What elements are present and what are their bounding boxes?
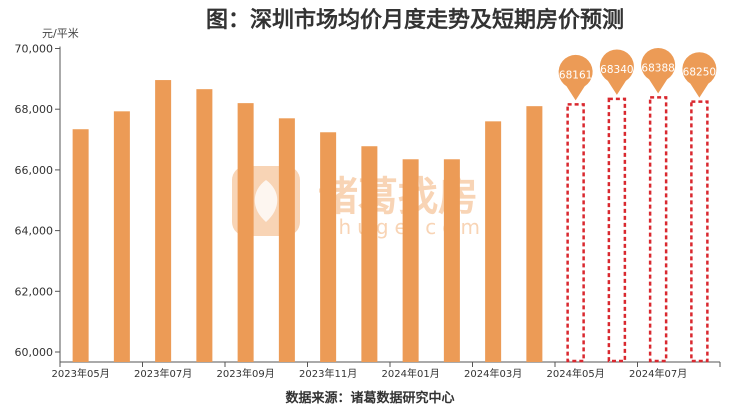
x-tick-label: 2024年03月 [464,367,522,380]
forecast-label-pin [558,54,593,101]
bar [320,132,337,362]
bar [526,106,543,362]
forecast-label-pin [599,49,634,95]
y-tick-label: 62,000 [15,285,54,298]
y-axis-unit: 元/平米 [42,27,79,40]
forecast-label-pin [641,48,676,94]
bar [485,121,502,362]
y-tick-label: 60,000 [15,346,54,359]
bar [196,89,213,362]
x-tick-label: 2024年07月 [629,367,687,380]
forecast-data-label: 68340 [600,64,633,76]
bar [361,146,378,362]
forecast-data-label: 68250 [683,67,716,79]
data-source: 数据来源：诸葛数据研究中心 [285,391,455,406]
forecast-bar [566,103,585,363]
bar [402,159,419,362]
x-tick-label: 2023年09月 [217,367,275,380]
forecast-data-label: 68161 [559,69,592,81]
forecast-bar [607,97,627,363]
forecast-bar [690,100,709,363]
y-tick-label: 68,000 [15,103,54,116]
bar [72,129,89,362]
x-tick-label: 2024年05月 [547,367,605,380]
forecast-bar [648,96,668,363]
x-tick-label: 2023年05月 [52,367,110,380]
forecast-label-pin [682,52,717,98]
x-tick-label: 2024年01月 [382,367,440,380]
x-tick-label: 2023年11月 [299,367,357,380]
bar [278,118,295,363]
x-tick-label: 2023年07月 [134,367,192,380]
y-tick-label: 70,000 [15,43,54,56]
bar [237,103,254,362]
bar [443,159,460,362]
bar [113,111,130,363]
chart-title: 图：深圳市场均价月度走势及短期房价预测 [205,8,624,33]
y-tick-label: 64,000 [15,225,54,238]
bar [155,80,172,363]
forecast-data-label: 68388 [641,62,674,74]
y-tick-label: 66,000 [15,164,54,177]
